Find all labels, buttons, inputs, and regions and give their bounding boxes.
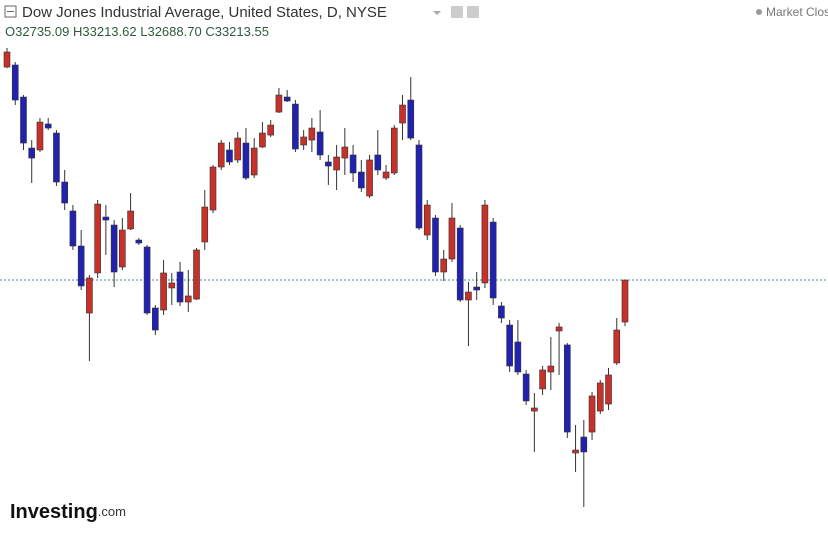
- candle-body: [489, 221, 497, 299]
- candle-body: [168, 282, 176, 289]
- dropdown-arrow[interactable]: [433, 11, 441, 15]
- candle-body: [456, 227, 464, 301]
- settings-icon[interactable]: [451, 6, 463, 18]
- candle-body: [308, 127, 316, 141]
- candle-body: [448, 217, 456, 260]
- candle-body: [588, 395, 596, 433]
- candle-body: [440, 258, 448, 273]
- candle-body: [217, 142, 225, 168]
- status-dot: [756, 9, 762, 15]
- candle-body: [20, 96, 27, 144]
- candle-body: [374, 154, 382, 171]
- candle-body: [127, 210, 134, 230]
- legend-value: 33213.55: [215, 24, 269, 39]
- candle-body: [555, 326, 563, 332]
- candle-body: [36, 121, 44, 151]
- candle-body: [531, 407, 538, 412]
- candle-body: [250, 147, 258, 176]
- legend-key: C: [205, 24, 214, 39]
- candle-body: [358, 171, 365, 189]
- candle-body: [399, 104, 406, 124]
- candle-body: [613, 329, 621, 364]
- logo: Investing.com: [10, 501, 126, 523]
- candle-body: [44, 123, 52, 129]
- candle-body: [465, 291, 472, 301]
- candle-body: [143, 246, 151, 314]
- candle-body: [77, 245, 85, 287]
- candle-body: [300, 136, 307, 146]
- candle-body: [382, 171, 390, 179]
- candle-body: [316, 131, 324, 156]
- candle-body: [325, 161, 332, 167]
- legend-value: 32735.09: [15, 24, 69, 39]
- candle-body: [201, 206, 209, 243]
- candle-body: [275, 94, 283, 113]
- legend-value: 33213.62: [82, 24, 136, 39]
- legend-key: H: [73, 24, 82, 39]
- candle-body: [349, 154, 357, 174]
- candle-body: [193, 249, 200, 300]
- candle-body: [333, 156, 340, 171]
- candle-body: [415, 144, 423, 229]
- chart-title: Dow Jones Industrial Average, United Sta…: [22, 4, 387, 21]
- candle-body: [572, 449, 579, 454]
- candle-body: [94, 203, 101, 274]
- candle-body: [160, 272, 167, 311]
- candle-body: [522, 373, 530, 402]
- candle-body: [621, 279, 629, 323]
- candle-body: [11, 64, 19, 101]
- candle-body: [28, 147, 36, 159]
- candle-body: [432, 217, 439, 273]
- candle-body: [69, 210, 77, 247]
- candle-body: [366, 159, 373, 197]
- candle-body: [209, 166, 217, 211]
- candle-body: [61, 181, 68, 204]
- candle-body: [605, 374, 612, 405]
- candle-body: [53, 132, 60, 183]
- candle-body: [135, 239, 143, 244]
- candle-body: [514, 341, 522, 373]
- candle-body: [176, 271, 184, 303]
- collapse-icon[interactable]: [4, 5, 17, 18]
- logo-suffix: .com: [98, 504, 126, 519]
- candle-body: [283, 96, 291, 102]
- candle-body: [423, 204, 431, 236]
- candle-body: [580, 436, 588, 453]
- close-icon[interactable]: [467, 6, 479, 18]
- candle-body: [390, 127, 398, 174]
- candle-body: [481, 204, 489, 284]
- candle-body: [539, 369, 546, 390]
- legend-key: L: [140, 24, 147, 39]
- legend-value: 32688.70: [147, 24, 201, 39]
- market-status: Market Clos: [766, 5, 828, 19]
- candle-body: [259, 132, 266, 148]
- candle-body: [110, 224, 118, 273]
- candle-body: [547, 365, 555, 373]
- candle-body: [184, 295, 192, 303]
- candle-body: [292, 103, 299, 150]
- candle-body: [267, 124, 274, 136]
- ohlc-legend: O32735.09 H33213.62 L32688.70 C33213.55: [5, 24, 269, 39]
- candle-body: [242, 142, 250, 179]
- candle-body: [226, 149, 233, 163]
- candle-body: [596, 382, 604, 412]
- candle-body: [498, 305, 505, 319]
- candle-body: [119, 229, 126, 268]
- candle-body: [564, 344, 571, 433]
- candle-body: [407, 99, 415, 139]
- candle-body: [3, 51, 11, 68]
- candle-body: [102, 216, 110, 221]
- candle-body: [341, 146, 349, 159]
- candle-body: [473, 286, 480, 291]
- logo-name: Investing: [10, 501, 98, 523]
- candle-body: [234, 137, 242, 161]
- candle-body: [152, 307, 159, 331]
- legend-key: O: [5, 24, 15, 39]
- candle-body: [86, 277, 93, 314]
- candle-body: [506, 324, 513, 367]
